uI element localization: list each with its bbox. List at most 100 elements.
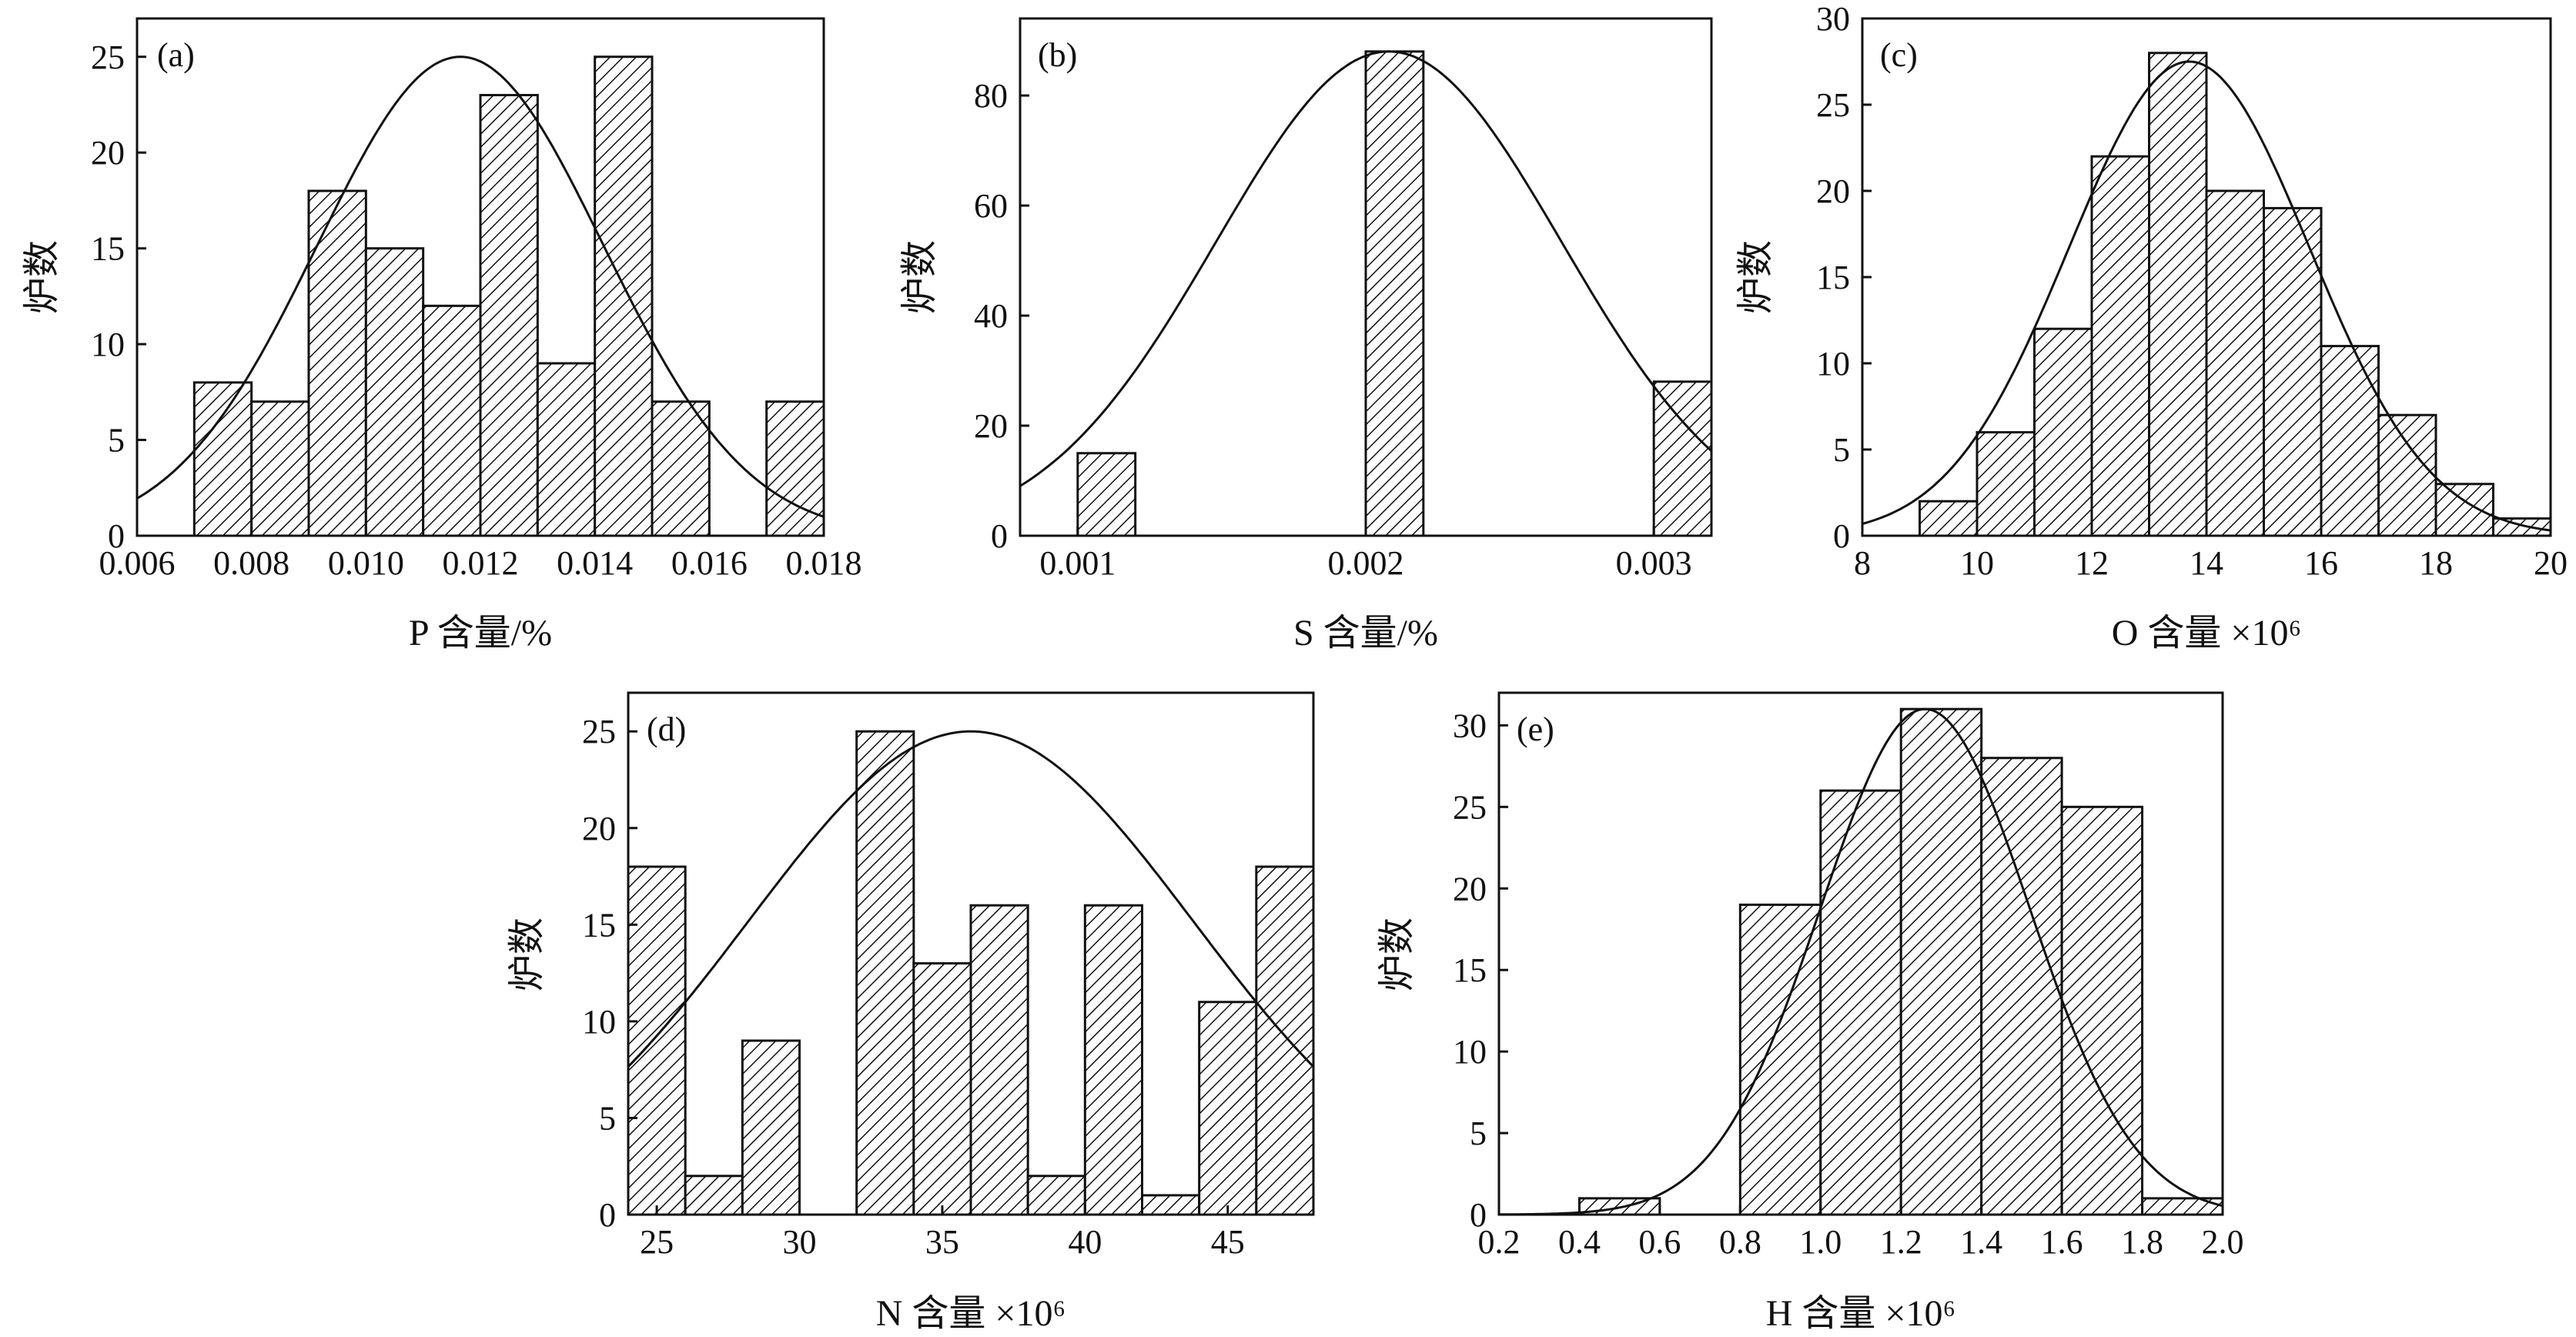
y-tick-label: 0 bbox=[1470, 1196, 1487, 1234]
x-tick-label: 14 bbox=[2190, 544, 2223, 582]
x-axis-label: O 含量 ×10⁶ bbox=[2112, 613, 2301, 653]
x-axis-label: N 含量 ×10⁶ bbox=[876, 1293, 1066, 1334]
x-tick-label: 1.2 bbox=[1880, 1223, 1922, 1261]
histogram-bar bbox=[1026, 1175, 1086, 1216]
y-tick-label: 5 bbox=[108, 422, 125, 460]
x-tick-label: 0.6 bbox=[1638, 1223, 1681, 1261]
x-tick-label: 12 bbox=[2075, 544, 2109, 582]
y-tick-label: 5 bbox=[599, 1099, 616, 1137]
histogram-bar bbox=[1364, 50, 1425, 537]
x-tick-label: 16 bbox=[2304, 544, 2338, 582]
x-tick-label: 40 bbox=[1068, 1223, 1102, 1261]
panel-label: (a) bbox=[157, 36, 195, 74]
x-axis-label: H 含量 ×10⁶ bbox=[1766, 1293, 1955, 1334]
histogram-bar bbox=[2492, 517, 2552, 537]
y-tick-label: 25 bbox=[91, 38, 125, 76]
normal-fit-curve bbox=[1019, 50, 1713, 487]
panel-e: 0.2 0.4 0.6 0.8 1.0 1.2 1.4 1.6 1.8 2.0 0 5 10 15 20 25… bbox=[1377, 691, 2244, 1334]
y-tick-label: 0 bbox=[1833, 517, 1850, 555]
normal-fit-curve bbox=[1499, 707, 2223, 1216]
histogram-bar bbox=[855, 730, 915, 1216]
histogram-bar bbox=[1083, 904, 1144, 1216]
panel-label: (b) bbox=[1038, 36, 1077, 74]
histogram-bar bbox=[536, 362, 597, 537]
x-tick-label: 0.006 bbox=[99, 544, 176, 582]
normal-fit-curve bbox=[136, 55, 825, 518]
x-tick-label: 35 bbox=[925, 1223, 959, 1261]
histogram-bar bbox=[741, 1039, 801, 1216]
x-tick-label: 0.2 bbox=[1478, 1223, 1521, 1261]
x-tick-label: 0.8 bbox=[1719, 1223, 1761, 1261]
y-tick-label: 15 bbox=[1816, 259, 1850, 296]
histogram-bar bbox=[1652, 380, 1713, 537]
y-tick-label: 15 bbox=[1453, 951, 1487, 989]
histogram-bar bbox=[1975, 431, 2036, 537]
y-axis-label: 炉数 bbox=[899, 240, 940, 314]
x-tick-label: 0.014 bbox=[557, 544, 633, 582]
normal-fit-curve bbox=[627, 730, 1315, 1068]
y-tick-label: 20 bbox=[91, 134, 125, 172]
y-tick-label: 60 bbox=[974, 187, 1008, 225]
histogram-bar bbox=[2148, 52, 2208, 537]
histogram-bar bbox=[912, 962, 972, 1216]
histogram-bar bbox=[364, 247, 425, 537]
histogram-bar bbox=[1819, 789, 1902, 1216]
histogram-bar bbox=[969, 904, 1029, 1216]
y-tick-label: 20 bbox=[1453, 870, 1487, 907]
x-tick-label: 0.4 bbox=[1558, 1223, 1601, 1261]
y-tick-label: 15 bbox=[91, 230, 125, 268]
panel-label: (c) bbox=[1880, 36, 1918, 74]
panel-label: (e) bbox=[1517, 710, 1554, 748]
y-tick-label: 0 bbox=[108, 517, 125, 555]
x-tick-label: 0.001 bbox=[1039, 544, 1116, 582]
y-axis-label: 炉数 bbox=[1735, 240, 1776, 314]
x-tick-label: 10 bbox=[1960, 544, 1994, 582]
y-tick-label: 0 bbox=[599, 1196, 616, 1234]
histogram-bar bbox=[2060, 805, 2144, 1216]
y-tick-label: 5 bbox=[1470, 1115, 1487, 1152]
x-tick-label: 1.8 bbox=[2121, 1223, 2163, 1261]
y-tick-label: 0 bbox=[991, 517, 1008, 555]
y-axis-label: 炉数 bbox=[22, 240, 62, 314]
x-tick-label: 45 bbox=[1211, 1223, 1245, 1261]
histogram-bar bbox=[1919, 500, 1979, 537]
y-tick-label: 25 bbox=[582, 713, 616, 750]
y-tick-label: 25 bbox=[1816, 86, 1850, 124]
histogram-bar bbox=[422, 304, 482, 537]
x-tick-label: 8 bbox=[1854, 544, 1871, 582]
histogram-bar bbox=[1141, 1194, 1201, 1216]
histogram-bar bbox=[1198, 1001, 1258, 1216]
histogram-bar bbox=[627, 865, 687, 1216]
x-tick-label: 0.016 bbox=[671, 544, 748, 582]
x-tick-label: 25 bbox=[640, 1223, 674, 1261]
x-tick-label: 0.010 bbox=[328, 544, 404, 582]
x-tick-label: 1.4 bbox=[1960, 1223, 2002, 1261]
histogram-bar bbox=[2141, 1197, 2224, 1216]
y-axis-label: 炉数 bbox=[1377, 918, 1417, 991]
panel-label: (d) bbox=[647, 710, 686, 748]
panel-b: 0.001 0.002 0.003 0 20 40 60 80 (b) S 含量/% 炉数 bbox=[899, 17, 1713, 653]
panel-a: 0.006 0.008 0.010 0.012 0.014 0.016 0.018 0 5 10 1… bbox=[22, 17, 862, 653]
histogram-bar bbox=[307, 189, 367, 537]
y-tick-label: 10 bbox=[91, 326, 125, 363]
y-tick-label: 20 bbox=[974, 407, 1008, 445]
y-tick-label: 15 bbox=[582, 906, 616, 944]
y-tick-label: 20 bbox=[582, 810, 616, 847]
y-axis-label: 炉数 bbox=[507, 918, 547, 991]
histogram-bar bbox=[2090, 155, 2150, 537]
panel-d: 25 30 35 40 45 0 5 10 15 20 25 (d) N 含量 ×10⁶ 炉数 bbox=[507, 691, 1315, 1334]
y-tick-label: 10 bbox=[1453, 1033, 1487, 1071]
histogram-bar bbox=[1899, 707, 1983, 1216]
y-tick-label: 30 bbox=[1816, 0, 1850, 38]
x-tick-label: 1.0 bbox=[1799, 1223, 1842, 1261]
x-tick-label: 0.018 bbox=[786, 544, 862, 582]
y-tick-label: 10 bbox=[582, 1003, 616, 1041]
histogram-bar bbox=[1255, 865, 1315, 1216]
x-tick-label: 0.012 bbox=[443, 544, 519, 582]
x-tick-label: 18 bbox=[2419, 544, 2453, 582]
histogram-bar bbox=[2320, 345, 2380, 537]
x-tick-label: 30 bbox=[783, 1223, 817, 1261]
histogram-bar bbox=[250, 400, 310, 537]
